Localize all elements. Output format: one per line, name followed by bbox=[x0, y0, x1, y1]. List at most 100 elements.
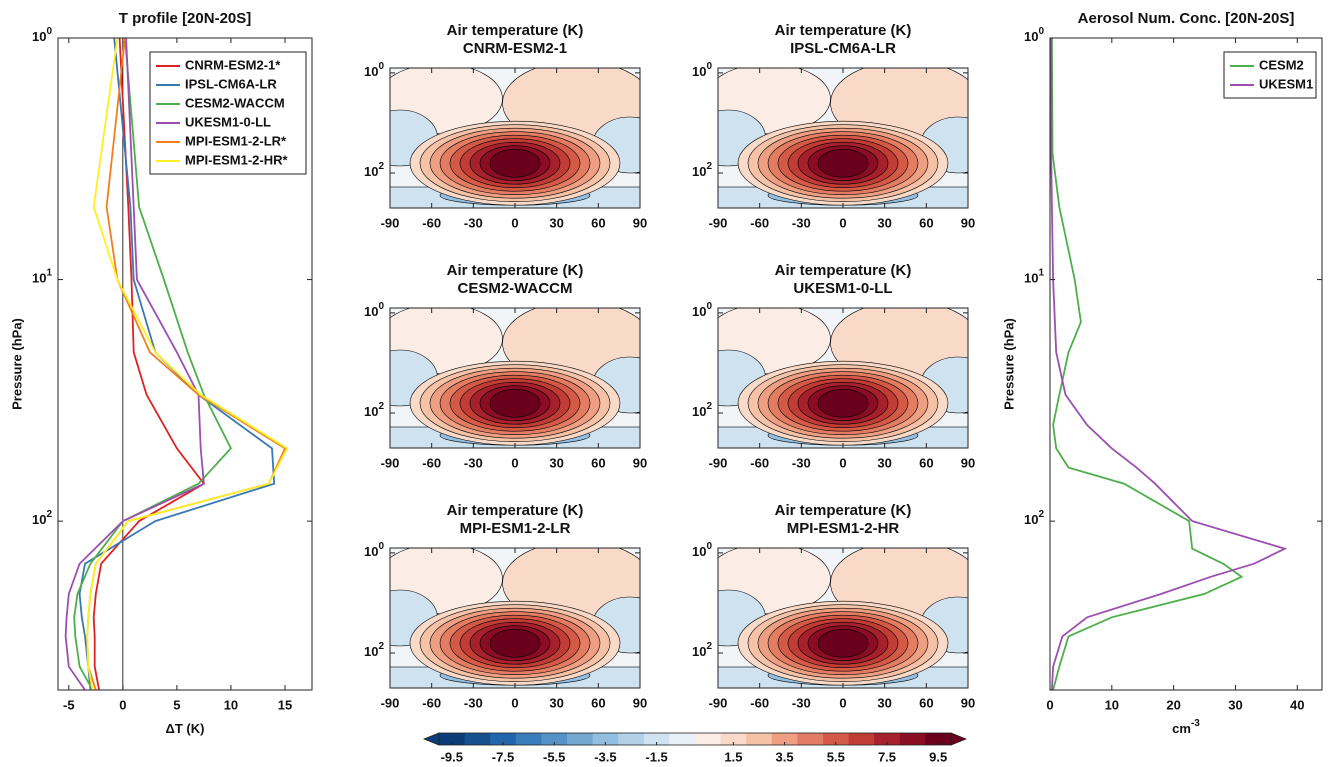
y-axis-label: Pressure (hPa) bbox=[9, 318, 24, 410]
colorbar-segment bbox=[797, 733, 824, 745]
colorbar-segment bbox=[874, 733, 901, 745]
colorbar-segment bbox=[771, 733, 798, 745]
panel-subtitle: CNRM-ESM2-1 bbox=[463, 40, 567, 57]
colorbar-tick-label: -7.5 bbox=[492, 749, 514, 764]
colorbar-segment bbox=[720, 733, 747, 745]
colorbar-tick-label: 5.5 bbox=[827, 749, 845, 764]
x-tick-label: -60 bbox=[750, 455, 769, 470]
legend-label: CESM2-WACCM bbox=[185, 95, 285, 110]
x-tick-label: 30 bbox=[1228, 697, 1242, 712]
x-tick-label: 0 bbox=[839, 695, 846, 710]
x-tick-label: 5 bbox=[173, 697, 180, 712]
field-core bbox=[489, 148, 541, 178]
colorbar-segment bbox=[515, 733, 542, 745]
x-tick-label: -30 bbox=[464, 215, 483, 230]
y-tick-label-base: 10 bbox=[364, 544, 378, 559]
y-tick-label-base: 10 bbox=[32, 271, 46, 286]
y-tick-label-base: 10 bbox=[1024, 271, 1038, 286]
chart-title: T profile [20N-20S] bbox=[119, 10, 252, 27]
x-tick-label: 30 bbox=[549, 695, 563, 710]
x-tick-label: 30 bbox=[877, 215, 891, 230]
x-tick-label: -60 bbox=[750, 695, 769, 710]
y-tick-label: 100 bbox=[364, 60, 384, 79]
y-tick-label-exp: 2 bbox=[378, 641, 384, 652]
legend-label: MPI-ESM1-2-HR* bbox=[185, 152, 289, 167]
x-tick-label: 90 bbox=[961, 215, 975, 230]
x-tick-label: 0 bbox=[1046, 697, 1053, 712]
x-tick-label: 30 bbox=[877, 455, 891, 470]
colorbar-segment bbox=[643, 733, 670, 745]
y-tick-label-exp: 2 bbox=[46, 509, 52, 520]
y-tick-label-base: 10 bbox=[692, 404, 706, 419]
x-tick-label: 0 bbox=[511, 455, 518, 470]
legend-label: UKESM1 bbox=[1259, 76, 1313, 91]
colorbar-segment bbox=[592, 733, 619, 745]
y-tick-label: 101 bbox=[32, 267, 52, 286]
y-tick-label-exp: 1 bbox=[46, 267, 52, 278]
legend-label: CNRM-ESM2-1* bbox=[185, 57, 281, 72]
legend-box bbox=[149, 51, 307, 175]
legend-box bbox=[1223, 51, 1317, 99]
y-tick-label-base: 10 bbox=[692, 164, 706, 179]
field-core bbox=[489, 628, 541, 658]
x-tick-label: -60 bbox=[422, 215, 441, 230]
x-tick-label: 0 bbox=[119, 697, 126, 712]
colorbar-frame bbox=[438, 732, 952, 746]
y-tick-label-base: 10 bbox=[364, 164, 378, 179]
y-tick-label: 100 bbox=[692, 300, 712, 319]
y-tick-label-exp: 2 bbox=[706, 401, 712, 412]
colorbar-tick-label: -9.5 bbox=[441, 749, 463, 764]
y-tick-label-base: 10 bbox=[692, 644, 706, 659]
x-tick-label: 30 bbox=[549, 455, 563, 470]
x-tick-label: -30 bbox=[792, 695, 811, 710]
x-tick-label: -90 bbox=[381, 695, 400, 710]
y-tick-label-exp: 1 bbox=[1038, 267, 1044, 278]
legend-label: CESM2 bbox=[1259, 57, 1304, 72]
x-tick-label: 60 bbox=[591, 455, 605, 470]
y-tick-label-exp: 2 bbox=[706, 641, 712, 652]
panel-subtitle: IPSL-CM6A-LR bbox=[790, 40, 896, 57]
x-tick-label: 0 bbox=[839, 455, 846, 470]
colorbar-tick-label: 9.5 bbox=[929, 749, 947, 764]
panel-title: Air temperature (K) bbox=[775, 22, 912, 39]
contour-field bbox=[718, 68, 968, 208]
colorbar-segment bbox=[439, 733, 466, 745]
colorbar-tick-label: 1.5 bbox=[724, 749, 742, 764]
x-axis-label-base: ΔT (K) bbox=[166, 721, 205, 736]
field-core bbox=[817, 148, 869, 178]
x-axis-label: cm-3 bbox=[1172, 718, 1200, 737]
colorbar-tick-label: -1.5 bbox=[645, 749, 667, 764]
colorbar-tick-label: 7.5 bbox=[878, 749, 896, 764]
x-tick-label: 10 bbox=[224, 697, 238, 712]
colorbar-tick-label: 3.5 bbox=[776, 749, 794, 764]
x-tick-label: 60 bbox=[591, 695, 605, 710]
panel-title: Air temperature (K) bbox=[775, 262, 912, 279]
panel-title: Air temperature (K) bbox=[775, 502, 912, 519]
x-axis-label-exp: -3 bbox=[1191, 718, 1200, 729]
y-tick-label-base: 10 bbox=[692, 64, 706, 79]
y-tick-label: 102 bbox=[364, 401, 384, 420]
y-tick-label: 102 bbox=[692, 641, 712, 660]
x-tick-label: 15 bbox=[278, 697, 292, 712]
y-tick-label: 102 bbox=[364, 641, 384, 660]
x-tick-label: 90 bbox=[633, 455, 647, 470]
y-tick-label: 102 bbox=[692, 401, 712, 420]
x-tick-label: 60 bbox=[919, 215, 933, 230]
axes-frame bbox=[57, 37, 313, 691]
y-tick-label: 102 bbox=[1024, 509, 1044, 528]
x-tick-label: -90 bbox=[709, 455, 728, 470]
colorbar-segment bbox=[848, 733, 875, 745]
x-tick-label: 30 bbox=[877, 695, 891, 710]
legend-label: UKESM1-0-LL bbox=[185, 114, 271, 129]
y-tick-label: 100 bbox=[1024, 26, 1044, 45]
x-tick-label: 90 bbox=[961, 455, 975, 470]
legend-label: MPI-ESM1-2-LR* bbox=[185, 133, 287, 148]
colorbar-segment bbox=[746, 733, 773, 745]
colorbar-segment bbox=[823, 733, 850, 745]
y-tick-label-base: 10 bbox=[692, 544, 706, 559]
series-line bbox=[64, 37, 205, 691]
contour-field bbox=[390, 548, 640, 688]
x-tick-label: -5 bbox=[63, 697, 75, 712]
y-tick-label-exp: 0 bbox=[378, 300, 384, 311]
